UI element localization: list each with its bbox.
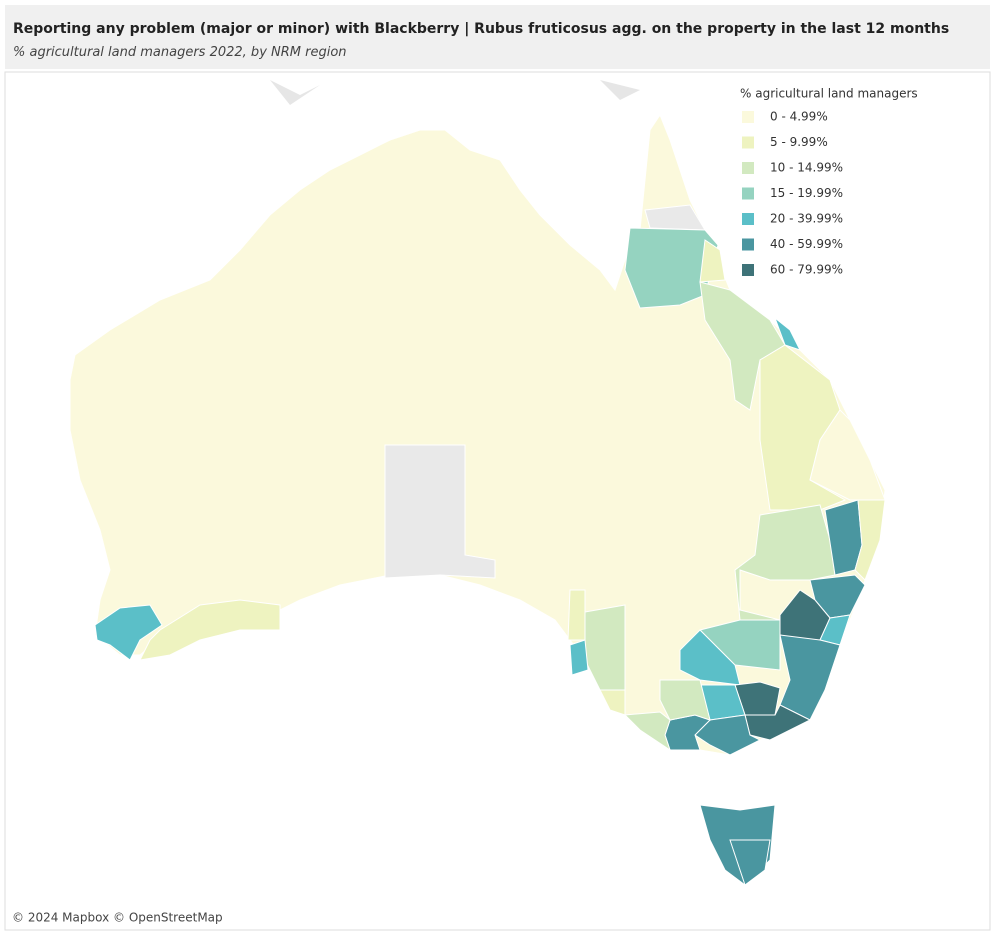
region <box>729 839 771 886</box>
region <box>854 499 886 581</box>
legend-label: 40 - 59.99% <box>770 237 843 251</box>
legend-swatch <box>742 162 754 174</box>
title: Reporting any problem (major or minor) w… <box>13 21 950 37</box>
legend-label: 0 - 4.99% <box>770 110 828 124</box>
legend-swatch <box>742 136 754 149</box>
legend-label: 20 - 39.99% <box>770 212 843 226</box>
region <box>623 711 671 752</box>
header: Reporting any problem (major or minor) w… <box>5 5 990 69</box>
legend-swatch <box>742 213 754 225</box>
region <box>699 281 786 411</box>
legend-label: 15 - 19.99% <box>770 186 843 200</box>
legend-swatch <box>742 187 754 200</box>
legend-swatch <box>742 111 754 123</box>
region <box>569 639 589 676</box>
legend-title: % agricultural land managers <box>740 87 918 101</box>
subtitle: % agricultural land managers 2022, by NR… <box>13 45 347 60</box>
region <box>659 679 711 721</box>
region <box>94 604 163 661</box>
land-background <box>270 80 640 105</box>
no-data-region <box>384 444 496 579</box>
legend-label: 5 - 9.99% <box>770 135 828 149</box>
region <box>809 409 886 501</box>
region <box>624 227 719 309</box>
legend-label: 10 - 14.99% <box>770 161 843 175</box>
legend-label: 60 - 79.99% <box>770 263 843 277</box>
region <box>699 239 726 283</box>
region <box>779 634 841 721</box>
legend: % agricultural land managers 0 - 4.99% 5 … <box>740 87 918 277</box>
region <box>139 599 281 661</box>
legend-swatch <box>742 238 754 251</box>
legend-swatch <box>742 264 754 276</box>
region <box>694 714 762 756</box>
region <box>567 589 586 641</box>
attribution: © 2024 Mapbox © OpenStreetMap <box>12 911 223 925</box>
region <box>599 689 626 716</box>
region <box>773 316 801 351</box>
